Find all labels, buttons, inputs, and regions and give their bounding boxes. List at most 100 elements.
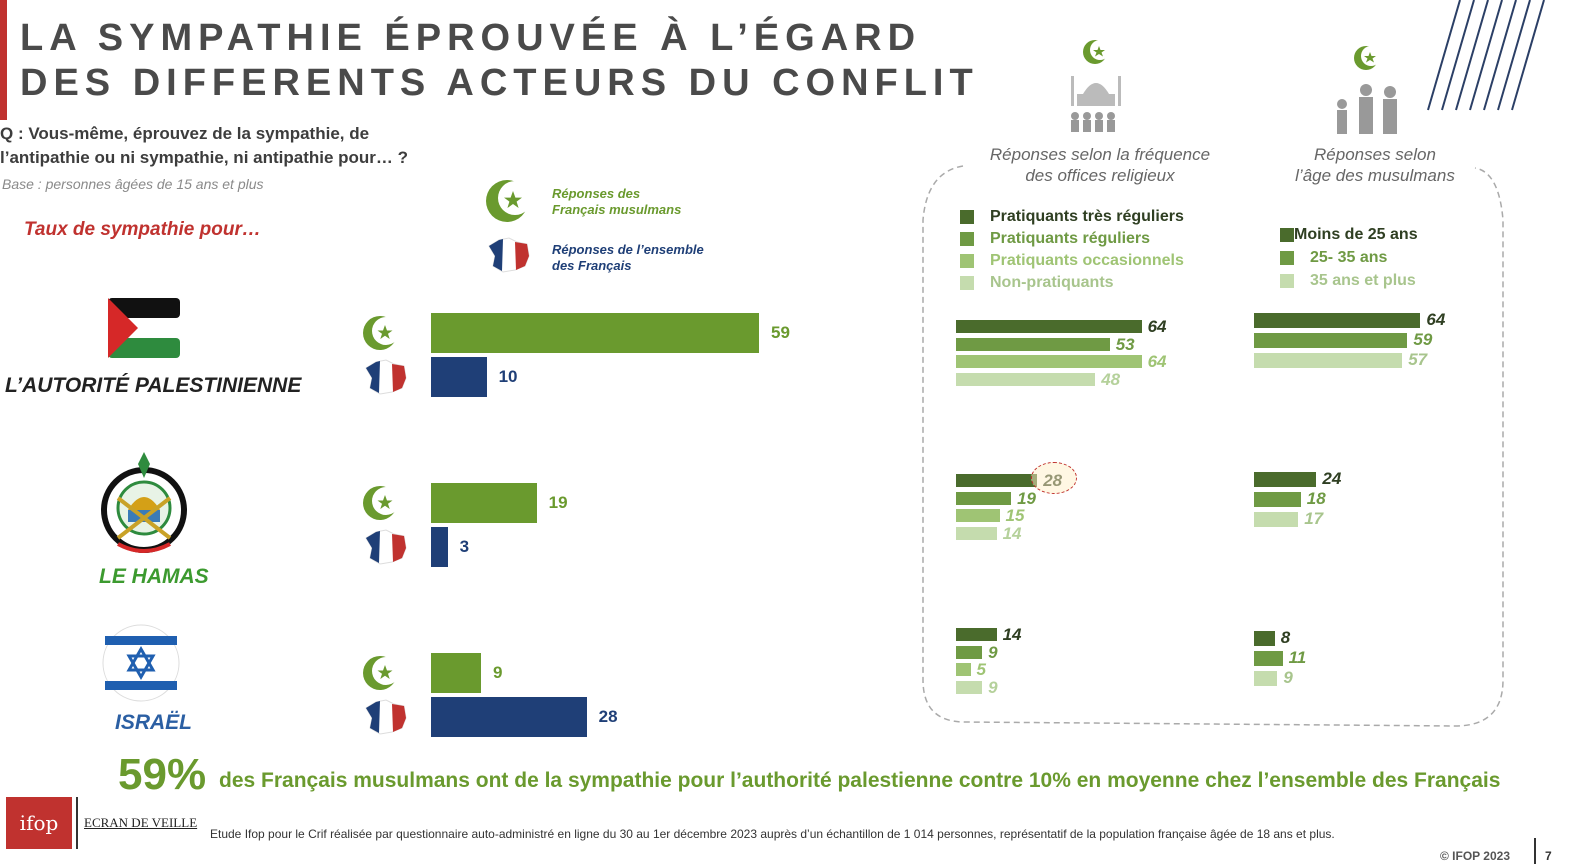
age-bar-0-1 bbox=[1254, 333, 1408, 348]
religious-value-2-2: 5 bbox=[976, 660, 986, 679]
value-label-all-1: 3 bbox=[459, 537, 470, 556]
footer-divider bbox=[76, 797, 78, 849]
religious-value-2-0: 14 bbox=[1002, 625, 1022, 644]
question-line-1: Q : Vous-même, éprouvez de la sympathie,… bbox=[0, 124, 370, 143]
religious-value-2-3: 9 bbox=[988, 677, 998, 697]
palestine-flag-icon bbox=[108, 298, 180, 358]
footer-note: Etude Ifop pour le Crif réalisée par que… bbox=[210, 827, 1335, 841]
copyright: © IFOP 2023 bbox=[1440, 849, 1510, 863]
title-line-2: DES DIFFERENTS ACTEURS DU CONFLIT bbox=[20, 62, 979, 104]
age-bar-1-1 bbox=[1254, 492, 1301, 507]
age-value-2-1: 11 bbox=[1288, 648, 1307, 667]
age-bar-0-2 bbox=[1254, 353, 1403, 368]
value-label-muslims-0: 59 bbox=[771, 323, 790, 342]
ecran-de-veille-logo: ECRAN DE VEILLE bbox=[84, 815, 198, 830]
age-header-line2: l’âge des musulmans bbox=[1295, 166, 1455, 185]
religious-bar-2-1 bbox=[956, 645, 983, 659]
label-israel: ISRAËL bbox=[115, 711, 193, 734]
age-bar-1-0 bbox=[1254, 472, 1317, 487]
side-panel-frame bbox=[922, 165, 1504, 727]
crescent-star-icon bbox=[363, 656, 400, 690]
france-map-icon bbox=[365, 359, 407, 395]
religious-legend-swatch-1 bbox=[960, 232, 974, 246]
conclusion-text: des Français musulmans ont de la sympath… bbox=[219, 769, 1501, 792]
religious-value-0-2: 64 bbox=[1147, 352, 1167, 371]
crescent-star-icon bbox=[486, 180, 531, 222]
ifop-logo-text: ifop bbox=[19, 811, 59, 835]
age-legend-label-0: Moins de 25 ans bbox=[1294, 226, 1418, 243]
religious-legend-swatch-3 bbox=[960, 276, 974, 290]
religious-value-0-1: 53 bbox=[1115, 334, 1135, 354]
age-bar-0-0 bbox=[1254, 313, 1421, 328]
age-bar-1-2 bbox=[1254, 512, 1299, 527]
age-value-2-2: 9 bbox=[1283, 668, 1293, 687]
question-text: Q : Vous-même, éprouvez de la sympathie,… bbox=[0, 122, 440, 170]
religious-header-line2: des offices religieux bbox=[1025, 166, 1175, 185]
title-line-1: LA SYMPATHIE ÉPROUVÉE À L’ÉGARD bbox=[20, 17, 922, 59]
crescent-star-icon bbox=[363, 486, 400, 520]
highlight-circle bbox=[1031, 462, 1077, 494]
age-legend-label-2: 35 ans et plus bbox=[1310, 272, 1416, 289]
conclusion-number: 59% bbox=[118, 750, 207, 799]
page-divider bbox=[1534, 838, 1536, 864]
age-legend-swatch-1 bbox=[1280, 251, 1294, 265]
value-label-all-0: 10 bbox=[498, 367, 518, 386]
crescent-star-icon bbox=[363, 316, 400, 350]
age-value-0-0: 64 bbox=[1426, 310, 1446, 329]
religious-value-0-3: 48 bbox=[1101, 369, 1121, 389]
age-value-1-1: 18 bbox=[1306, 489, 1326, 508]
religious-bar-0-3 bbox=[956, 372, 1096, 386]
bar-muslims-2 bbox=[431, 653, 482, 693]
value-label-muslims-1: 19 bbox=[548, 493, 568, 512]
family-icon bbox=[1337, 46, 1397, 134]
religious-legend-swatch-0 bbox=[960, 210, 974, 224]
legend-all-line1: Réponses de l’ensemble bbox=[552, 242, 704, 257]
age-header: Réponses selon l’âge des musulmans bbox=[1265, 144, 1485, 186]
base-note: Base : personnes âgées de 15 ans et plus bbox=[2, 176, 264, 192]
religious-bar-1-2 bbox=[956, 509, 1000, 522]
age-bar-2-2 bbox=[1254, 671, 1278, 686]
religious-bar-0-1 bbox=[956, 337, 1110, 351]
religious-legend-label-3: Non-pratiquants bbox=[990, 274, 1114, 291]
religious-bar-2-3 bbox=[956, 680, 983, 694]
religious-value-1-3: 14 bbox=[1002, 523, 1022, 543]
age-header-line1: Réponses selon bbox=[1314, 145, 1436, 164]
religious-frequency-header: Réponses selon la fréquence des offices … bbox=[970, 144, 1230, 186]
label-palestinian-authority: L’AUTORITÉ PALESTINIENNE bbox=[5, 374, 302, 397]
legend-muslims-line2: Français musulmans bbox=[552, 202, 682, 217]
religious-bar-1-3 bbox=[956, 526, 997, 540]
hamas-emblem-icon bbox=[101, 452, 187, 553]
ifop-logo: ifop bbox=[6, 797, 72, 849]
religious-legend-label-2: Pratiquants occasionnels bbox=[990, 252, 1184, 269]
label-hamas: LE HAMAS bbox=[99, 565, 209, 588]
religious-legend-label-1: Pratiquants réguliers bbox=[990, 230, 1151, 247]
france-map-icon bbox=[365, 529, 407, 565]
france-map-icon bbox=[488, 237, 530, 273]
religious-value-1-2: 15 bbox=[1005, 506, 1025, 525]
section-subtitle: Taux de sympathie pour… bbox=[24, 219, 261, 240]
religious-bar-1-1 bbox=[956, 491, 1012, 505]
religious-value-0-0: 64 bbox=[1147, 317, 1167, 336]
question-line-2: l’antipathie ou ni sympathie, ni antipat… bbox=[0, 148, 409, 167]
age-value-1-2: 17 bbox=[1304, 509, 1324, 528]
age-value-0-2: 57 bbox=[1408, 350, 1428, 369]
age-legend-swatch-2 bbox=[1280, 274, 1294, 288]
religious-header-line1: Réponses selon la fréquence bbox=[989, 145, 1211, 164]
decorative-lines bbox=[1427, 0, 1545, 111]
bar-muslims-1 bbox=[431, 483, 537, 523]
age-legend-swatch-0 bbox=[1280, 228, 1294, 242]
bar-all-0 bbox=[431, 357, 487, 397]
age-bar-2-0 bbox=[1254, 631, 1275, 646]
religious-value-1-1: 19 bbox=[1017, 488, 1037, 508]
legend-all-line2: des Français bbox=[552, 258, 632, 273]
age-legend-label-1: 25- 35 ans bbox=[1310, 249, 1388, 266]
value-label-all-2: 28 bbox=[598, 707, 618, 726]
religious-legend-label-0: Pratiquants très réguliers bbox=[990, 208, 1184, 225]
religious-bar-0-0 bbox=[956, 320, 1142, 333]
age-bar-2-1 bbox=[1254, 651, 1283, 666]
religious-bar-2-0 bbox=[956, 628, 997, 641]
legend-all: Réponses de l’ensemble des Français bbox=[552, 242, 704, 274]
age-value-2-0: 8 bbox=[1280, 628, 1291, 647]
age-value-0-1: 59 bbox=[1413, 330, 1433, 349]
bar-muslims-0 bbox=[431, 313, 760, 353]
